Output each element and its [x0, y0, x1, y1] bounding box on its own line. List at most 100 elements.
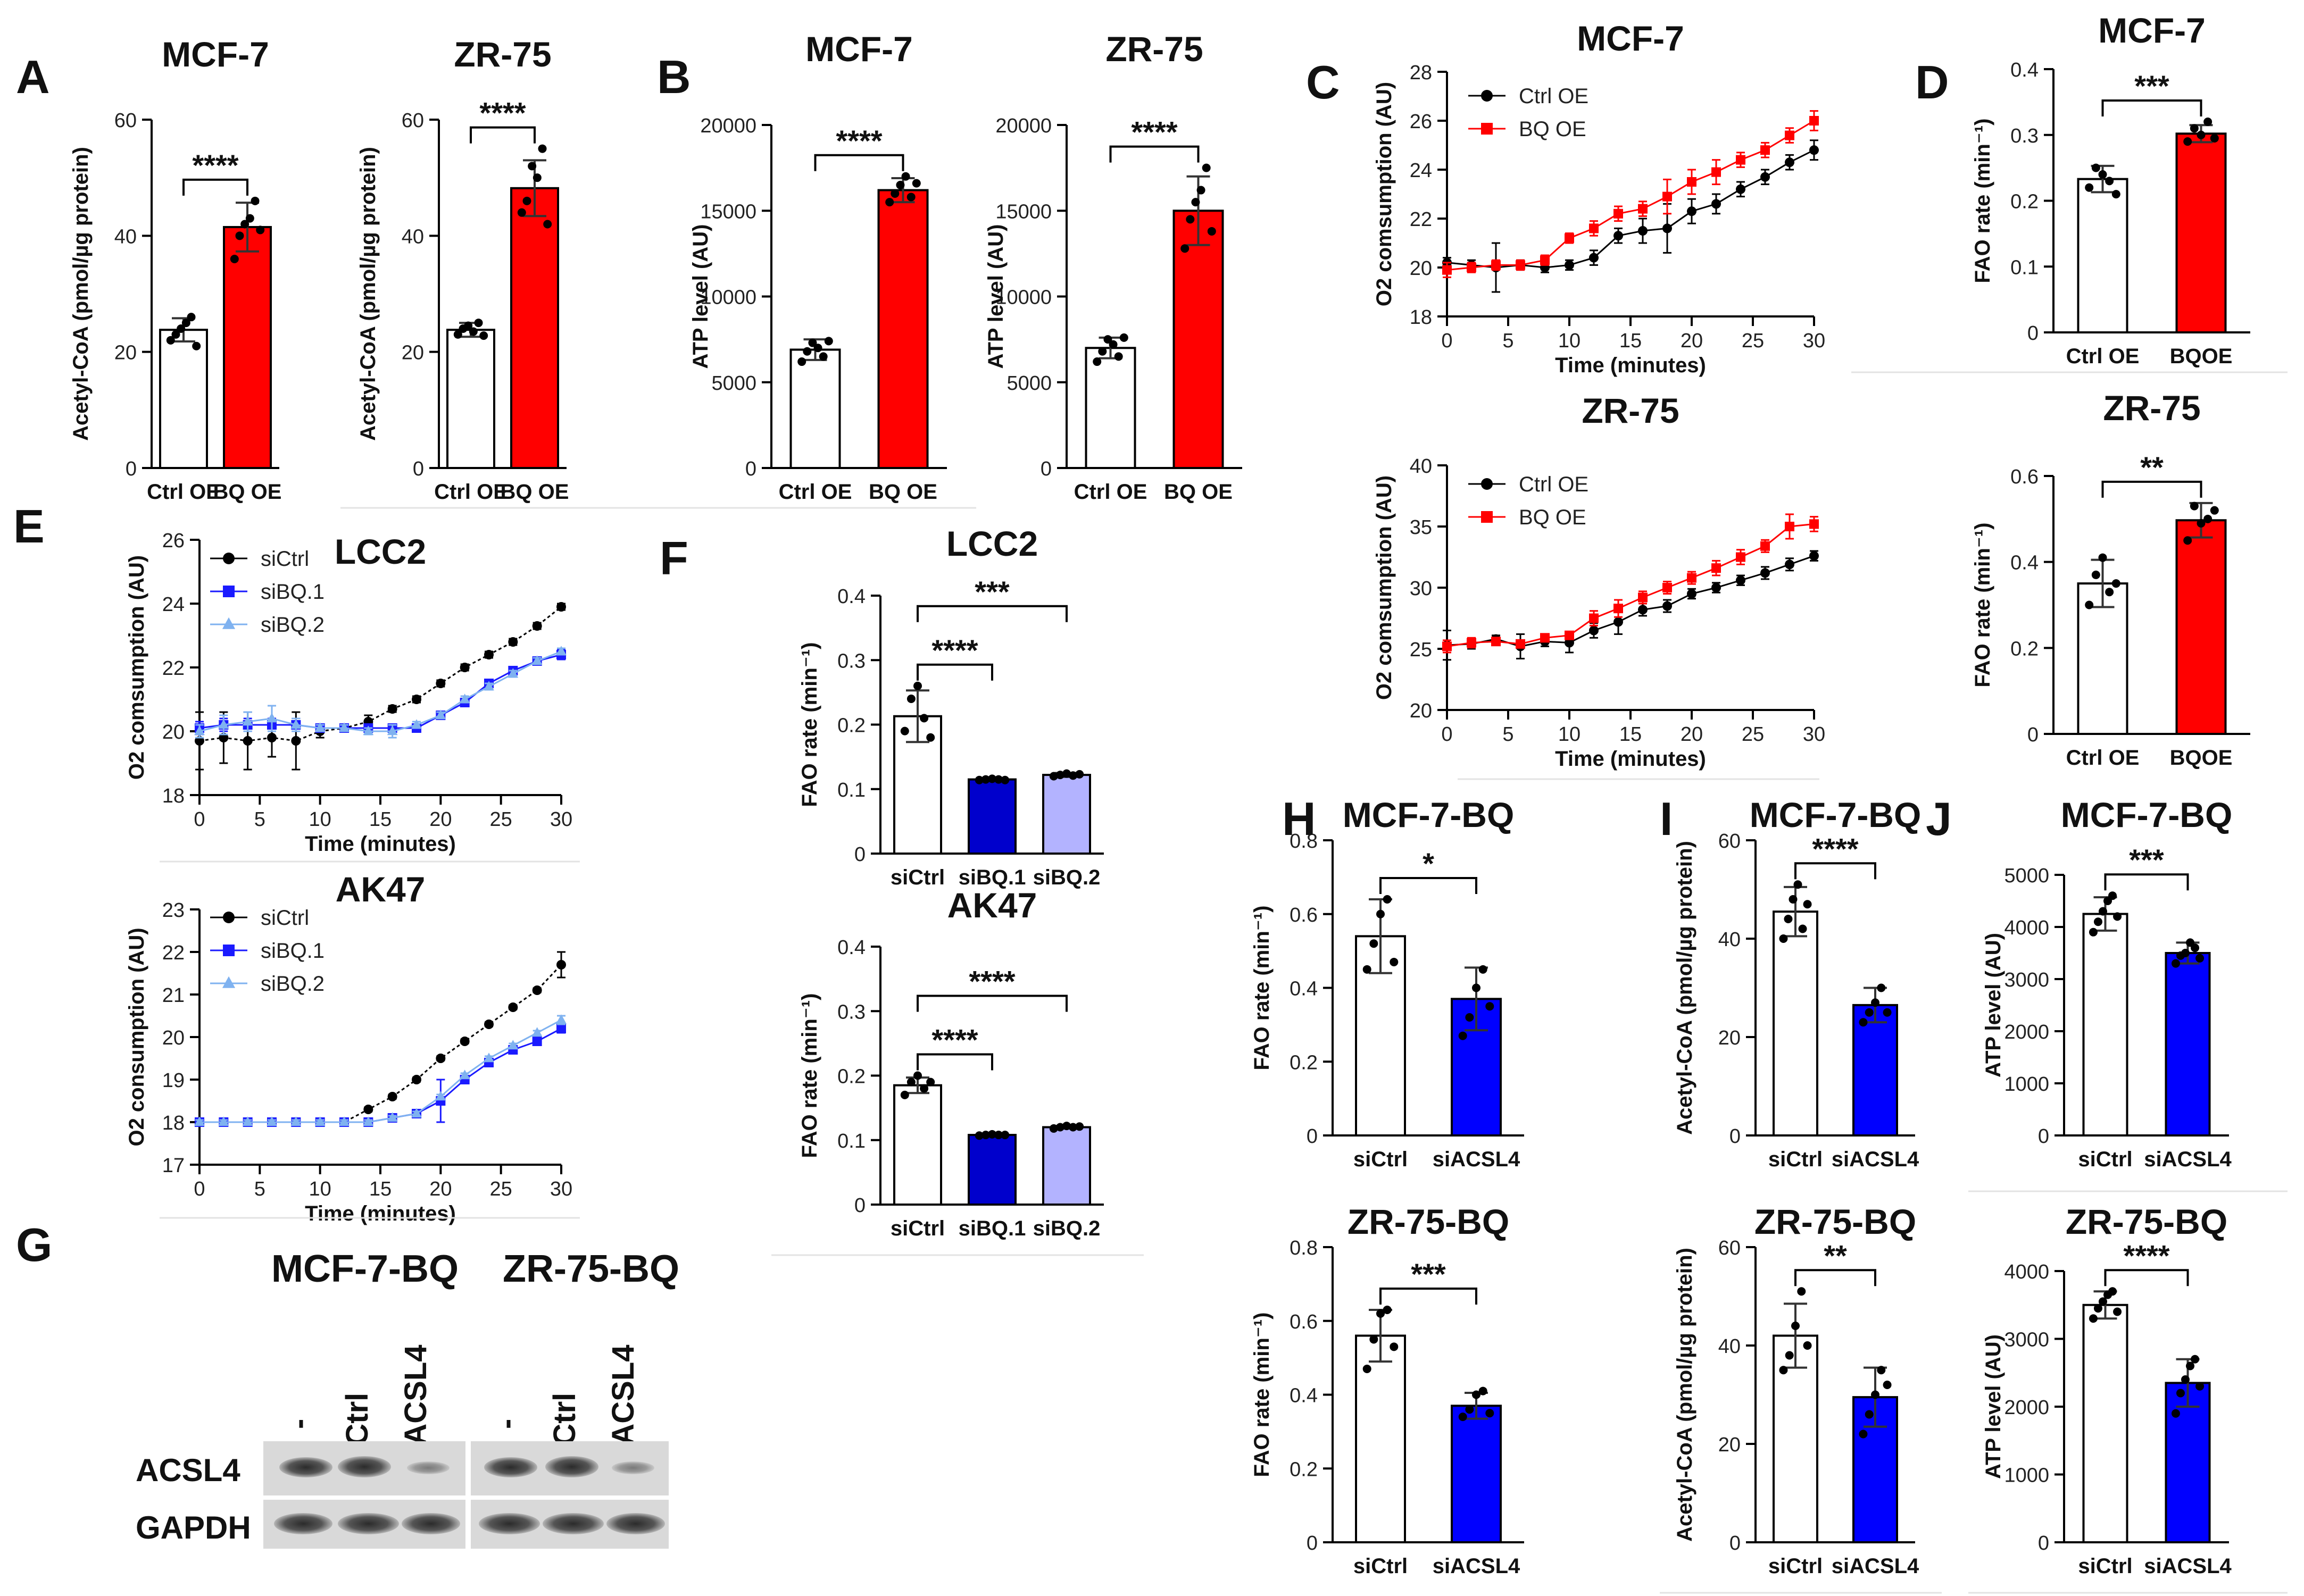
x-category-label: siCtrl	[891, 1217, 945, 1240]
y-tick-label: 21	[162, 984, 185, 1007]
x-axis-label: Time (minutes)	[305, 1202, 456, 1225]
data-point	[1589, 223, 1599, 233]
y-tick-label: 30	[1410, 578, 1432, 600]
data-point	[808, 338, 817, 347]
data-point	[242, 1116, 253, 1126]
y-tick-label: 1000	[2004, 1073, 2049, 1096]
y-tick-label: 28	[1410, 62, 1432, 84]
data-point	[508, 637, 518, 647]
data-point	[484, 650, 494, 659]
y-tick-label: 26	[162, 530, 185, 552]
data-point	[994, 775, 1003, 784]
data-point	[435, 709, 446, 720]
data-point	[906, 1077, 916, 1087]
data-point	[1491, 637, 1501, 647]
x-tick-label: 30	[550, 1178, 572, 1200]
data-point	[290, 719, 302, 729]
x-category-label: BQOE	[2170, 345, 2233, 368]
data-point	[797, 357, 806, 366]
significance-bracket	[917, 1053, 993, 1071]
panel-label: E	[13, 500, 45, 553]
data-point	[1797, 1287, 1806, 1296]
significance-bracket	[1794, 1269, 1876, 1286]
data-point	[411, 1108, 422, 1118]
significance-label: **	[2140, 450, 2164, 484]
data-point	[1687, 177, 1696, 187]
data-point	[981, 1131, 990, 1140]
wb-band	[338, 1456, 391, 1477]
chart-E1: 18 20 22 24 26 0 5 10 15 20 25 30 O2 comsumption (AU…	[13, 500, 572, 856]
data-point	[223, 945, 235, 956]
bar	[2082, 913, 2128, 1137]
panel-label-g: G	[16, 1218, 53, 1271]
significance-label: ****	[479, 96, 526, 130]
data-point	[2091, 163, 2100, 172]
data-point	[1662, 191, 1672, 202]
data-point	[1791, 1322, 1800, 1330]
data-point	[194, 1116, 205, 1126]
y-tick-label: 0.3	[837, 1001, 866, 1023]
y-tick-label: 20	[1718, 1434, 1741, 1456]
data-point	[517, 208, 526, 217]
data-point	[171, 330, 180, 339]
data-point	[1180, 244, 1190, 253]
data-point	[1809, 116, 1819, 126]
bar	[1355, 1334, 1406, 1543]
panel-label: I	[1660, 792, 1673, 845]
significance-bracket	[182, 178, 248, 196]
data-point	[531, 655, 543, 665]
data-point	[1803, 1341, 1812, 1350]
x-category-label: siACSL4	[1433, 1555, 1520, 1578]
data-point	[363, 725, 374, 736]
data-point	[479, 331, 488, 340]
data-point	[1785, 559, 1794, 570]
y-tick-label: 0.1	[837, 779, 866, 801]
y-tick-label: 20000	[995, 115, 1052, 137]
data-point	[339, 722, 350, 732]
bar	[877, 189, 929, 469]
data-point	[1540, 255, 1550, 265]
x-tick-label: 15	[369, 1178, 392, 1200]
data-point	[1516, 639, 1525, 649]
y-axis-label: Acetyl-CoA (pmol/µg protein)	[1673, 1248, 1696, 1542]
y-axis-label: FAO rate (min⁻¹)	[1250, 905, 1274, 1070]
data-point	[436, 1054, 446, 1063]
significance-label: ****	[931, 633, 978, 667]
data-point	[1760, 541, 1770, 551]
y-tick-label: 22	[1410, 208, 1432, 231]
data-point	[1565, 260, 1574, 270]
data-point	[1442, 641, 1452, 651]
data-point	[1638, 605, 1648, 615]
data-point	[920, 714, 929, 723]
y-tick-label: 1000	[2004, 1465, 2049, 1487]
data-point	[363, 1105, 373, 1114]
data-point	[2176, 1389, 2185, 1398]
data-point	[242, 716, 253, 726]
data-point	[885, 198, 894, 207]
y-tick-label: 0	[2038, 1125, 2049, 1148]
y-tick-label: 0.2	[1290, 1051, 1318, 1074]
data-point	[1186, 215, 1195, 224]
data-point	[2181, 949, 2190, 957]
data-point	[1789, 895, 1798, 904]
data-point	[1736, 155, 1745, 165]
data-point	[1207, 227, 1216, 236]
data-point	[235, 231, 244, 240]
data-point	[314, 1116, 326, 1126]
data-point	[1390, 957, 1399, 966]
data-point	[2098, 553, 2107, 562]
data-point	[803, 347, 812, 356]
bar	[2175, 132, 2227, 333]
data-point	[1362, 965, 1371, 974]
y-tick-label: 15000	[700, 200, 756, 223]
data-point	[813, 344, 822, 353]
x-category-label: Ctrl OE	[434, 480, 508, 504]
data-point	[1877, 983, 1886, 992]
x-tick-label: 10	[309, 1178, 331, 1200]
data-point	[508, 1040, 519, 1050]
y-tick-label: 2000	[2004, 1021, 2049, 1043]
data-point	[1638, 226, 1648, 236]
wb-lane-label: -	[281, 1418, 316, 1429]
data-point	[2113, 912, 2122, 921]
data-point	[2111, 190, 2120, 199]
